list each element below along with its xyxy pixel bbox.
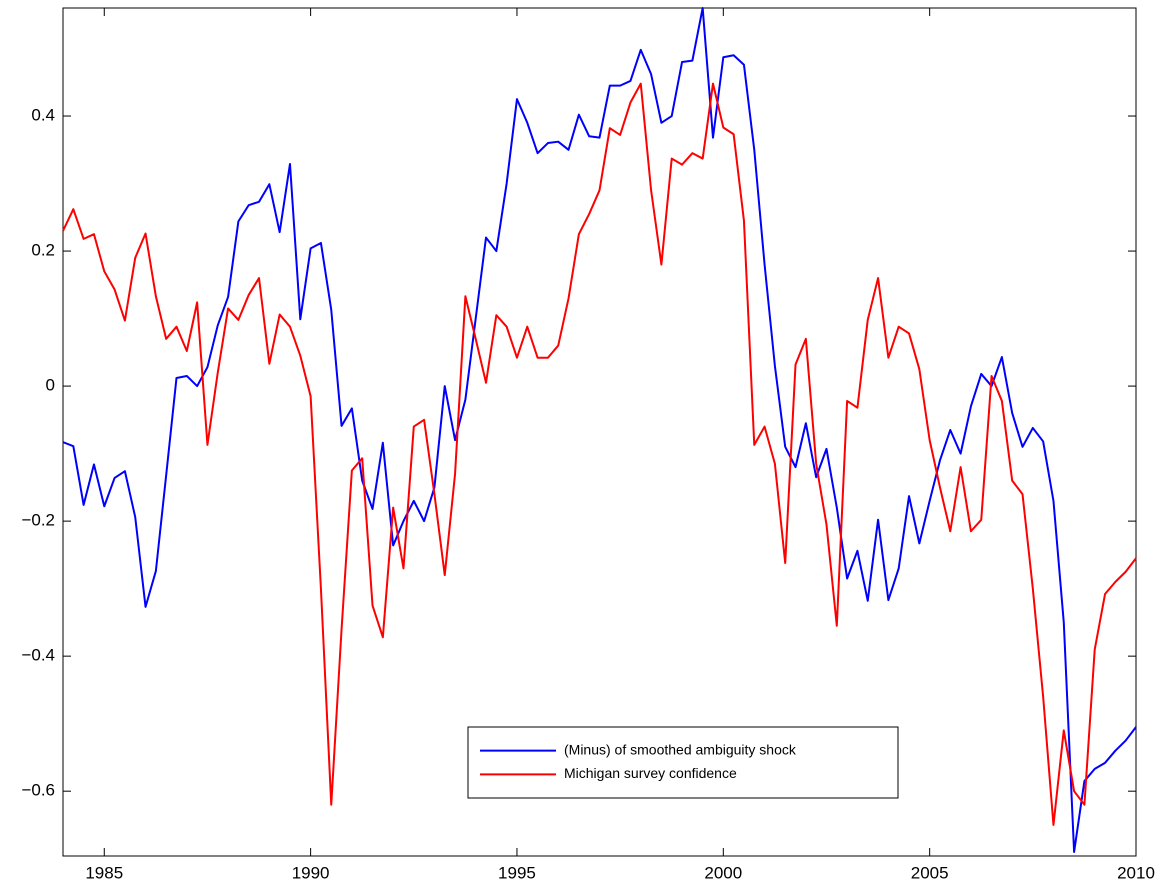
y-tick-label: 0.2 — [31, 241, 55, 260]
y-tick-label: −0.4 — [21, 646, 55, 665]
series-line — [62, 7, 1137, 853]
legend-label: Michigan survey confidence — [564, 765, 737, 781]
plot-frame — [62, 7, 1137, 857]
x-tick-label: 1985 — [85, 863, 123, 882]
legend-label: (Minus) of smoothed ambiguity shock — [564, 741, 797, 757]
x-tick-label: 2010 — [1117, 863, 1155, 882]
y-tick-label: −0.6 — [21, 781, 55, 800]
x-tick-label: 1990 — [292, 863, 330, 882]
y-tick-label: 0.4 — [31, 106, 55, 125]
x-tick-label: 2000 — [704, 863, 742, 882]
y-tick-label: −0.2 — [21, 511, 55, 530]
legend: (Minus) of smoothed ambiguity shock Michi… — [467, 726, 899, 799]
x-tick-label: 2005 — [911, 863, 949, 882]
y-tick-label: 0 — [46, 376, 55, 395]
x-tick-label: 1995 — [498, 863, 536, 882]
legend-box — [467, 726, 899, 799]
series-line — [62, 82, 1137, 826]
